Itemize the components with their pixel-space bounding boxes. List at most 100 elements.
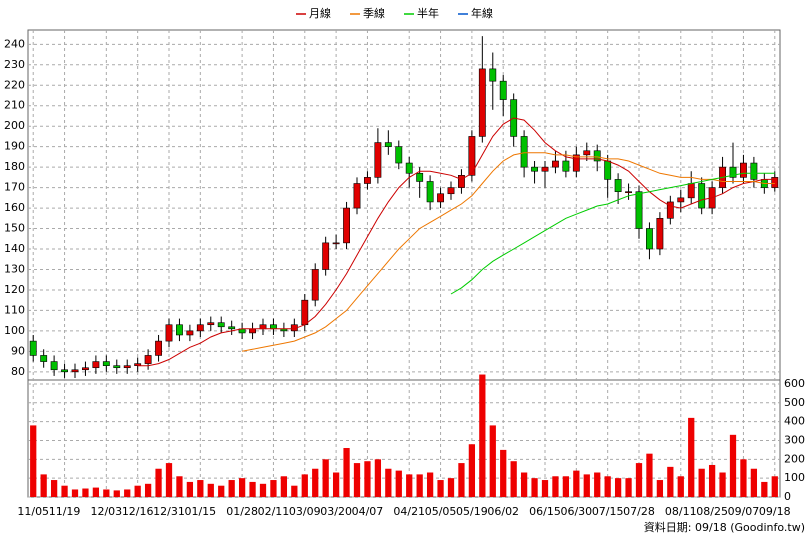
volume-bar (374, 459, 382, 497)
candle-body (635, 191, 643, 229)
candle-body (405, 162, 413, 174)
volume-bar (520, 472, 528, 497)
x-tick-label: 07/28 (623, 505, 655, 518)
y-tick-label: 90 (11, 344, 25, 357)
y2-tick-label: 0 (784, 490, 791, 503)
volume-panel (27, 379, 781, 498)
volume-bar (92, 487, 100, 497)
volume-bar (395, 470, 402, 497)
volume-bar (406, 474, 413, 497)
volume-bar (61, 485, 68, 497)
candle-body (144, 355, 152, 364)
candle-body (478, 68, 486, 137)
volume-bar (656, 480, 664, 497)
volume-bar (40, 474, 47, 497)
volume-bar (50, 480, 58, 497)
volume-bar (489, 425, 496, 497)
x-tick-label: 04/07 (352, 505, 384, 518)
volume-bar (82, 488, 89, 497)
volume-bar (479, 374, 486, 497)
volume-bar (688, 417, 695, 497)
candle-body (332, 242, 340, 245)
candle-body (343, 207, 350, 244)
x-tick-label: 05/05 (425, 505, 457, 518)
x-tick-label: 01/28 (226, 505, 258, 518)
candle-body (155, 340, 162, 356)
candle-body (426, 181, 434, 203)
volume-bar (698, 468, 705, 497)
y-tick-label: 120 (4, 283, 25, 296)
candle-body (395, 146, 403, 164)
volume-bar (113, 490, 120, 497)
volume-bar (510, 461, 517, 497)
candle-body (123, 365, 131, 369)
x-tick-label: 11/19 (49, 505, 81, 518)
candle-body (301, 299, 309, 326)
volume-bar (594, 472, 601, 497)
candle-body (666, 201, 674, 219)
x-tick-label: 06/30 (560, 505, 592, 518)
volume-bar (552, 476, 559, 497)
y2-tick-label: 300 (784, 433, 805, 446)
volume-bar (771, 476, 778, 497)
x-tick-label: 08/25 (696, 505, 728, 518)
candle-body (740, 162, 747, 178)
y-tick-label: 110 (4, 303, 25, 316)
x-tick-label: 05/19 (456, 505, 488, 518)
ma-line (137, 117, 775, 367)
volume-bar (468, 444, 476, 497)
candle-body (82, 367, 89, 371)
candle-body (353, 183, 361, 209)
candle-body (489, 68, 497, 82)
candle-body (771, 177, 779, 188)
volume-bar (186, 481, 194, 497)
volume-bar (385, 468, 392, 497)
candle-body (677, 197, 685, 203)
x-tick-label: 04/21 (393, 505, 425, 518)
candle-body (541, 166, 549, 172)
x-tick-label: 01/15 (184, 505, 216, 518)
volume-bar (677, 476, 684, 497)
x-tick-label: 11/05 (17, 505, 49, 518)
legend-label: 季線 (363, 6, 385, 20)
volume-bar (416, 474, 423, 497)
candle-body (311, 269, 319, 301)
volume-bar (604, 476, 611, 497)
volume-bar (71, 489, 79, 497)
legend-label: 半年 (417, 6, 439, 20)
y-tick-label: 80 (11, 365, 25, 378)
y2-tick-label: 500 (784, 396, 805, 409)
candle-body (176, 324, 183, 336)
candle-body (552, 160, 559, 168)
candle-body (249, 328, 256, 334)
volume-bar (573, 470, 580, 497)
candle-body (29, 340, 37, 356)
volume-bar (719, 472, 726, 497)
volume-bar (103, 489, 110, 497)
y-tick-label: 170 (4, 181, 25, 194)
volume-bar (291, 485, 298, 497)
volume-bar (176, 476, 183, 497)
y-tick-label: 130 (4, 262, 25, 275)
volume-bar (207, 483, 214, 497)
x-tick-label: 03/20 (320, 505, 352, 518)
candle-body (593, 150, 601, 162)
x-tick-label: 09/07 (728, 505, 760, 518)
volume-bar (280, 476, 288, 497)
volume-bar (667, 466, 674, 497)
volume-bar (343, 448, 350, 497)
volume-bar (165, 463, 173, 497)
volume-bar (614, 478, 622, 497)
candle-body (186, 330, 194, 336)
volume-bar (134, 485, 141, 497)
ma-line (242, 152, 775, 352)
candle-body (468, 136, 476, 176)
y-tick-label: 220 (4, 78, 25, 91)
y-tick-label: 100 (4, 324, 25, 337)
volume-bar (740, 459, 747, 497)
candle-body (113, 365, 121, 369)
volume-bar (155, 468, 162, 497)
volume-bar (238, 478, 246, 497)
volume-bar (750, 468, 758, 497)
volume-bar (437, 480, 444, 497)
